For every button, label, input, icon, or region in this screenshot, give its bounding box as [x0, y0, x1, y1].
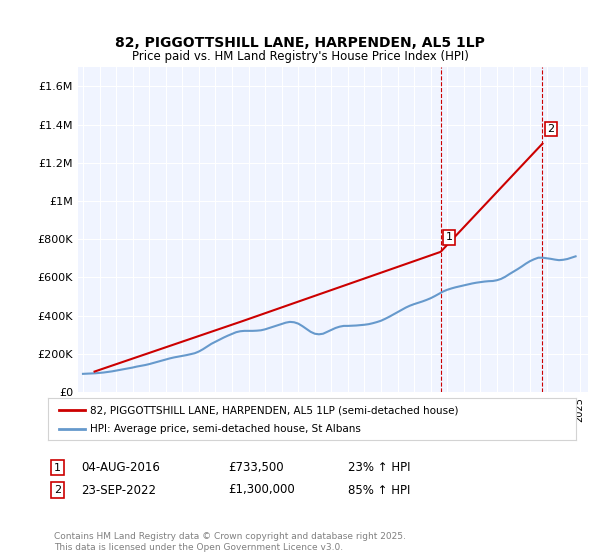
Text: 1: 1 — [54, 463, 61, 473]
Text: Contains HM Land Registry data © Crown copyright and database right 2025.
This d: Contains HM Land Registry data © Crown c… — [54, 532, 406, 552]
Text: 2: 2 — [547, 124, 554, 134]
Text: 85% ↑ HPI: 85% ↑ HPI — [348, 483, 410, 497]
Text: 82, PIGGOTTSHILL LANE, HARPENDEN, AL5 1LP (semi-detached house): 82, PIGGOTTSHILL LANE, HARPENDEN, AL5 1L… — [90, 405, 459, 415]
Text: 23-SEP-2022: 23-SEP-2022 — [81, 483, 156, 497]
Text: 04-AUG-2016: 04-AUG-2016 — [81, 461, 160, 474]
Text: 82, PIGGOTTSHILL LANE, HARPENDEN, AL5 1LP: 82, PIGGOTTSHILL LANE, HARPENDEN, AL5 1L… — [115, 36, 485, 50]
Text: 23% ↑ HPI: 23% ↑ HPI — [348, 461, 410, 474]
Text: £733,500: £733,500 — [228, 461, 284, 474]
Text: Price paid vs. HM Land Registry's House Price Index (HPI): Price paid vs. HM Land Registry's House … — [131, 50, 469, 63]
Text: HPI: Average price, semi-detached house, St Albans: HPI: Average price, semi-detached house,… — [90, 424, 361, 434]
Text: 1: 1 — [446, 232, 452, 242]
Text: £1,300,000: £1,300,000 — [228, 483, 295, 497]
Text: 2: 2 — [54, 485, 61, 495]
